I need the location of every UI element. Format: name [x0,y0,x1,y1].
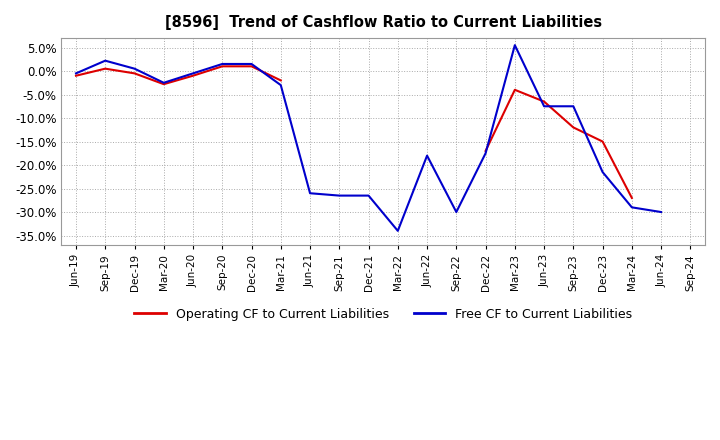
Legend: Operating CF to Current Liabilities, Free CF to Current Liabilities: Operating CF to Current Liabilities, Fre… [130,303,637,326]
Title: [8596]  Trend of Cashflow Ratio to Current Liabilities: [8596] Trend of Cashflow Ratio to Curren… [165,15,602,30]
